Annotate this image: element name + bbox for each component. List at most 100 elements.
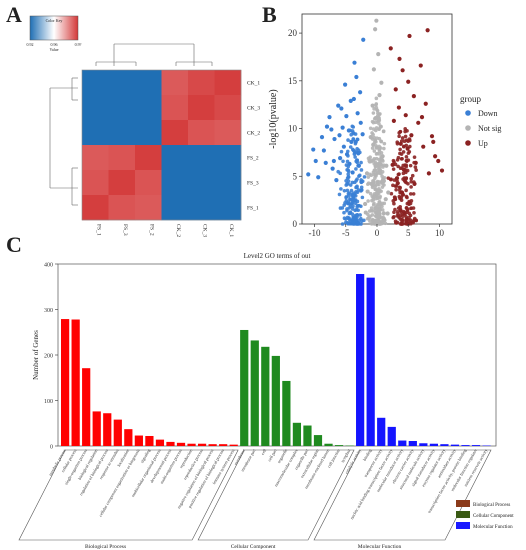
heatmap-chart: Color Key 0.92 0.96 0.9? Value CK_1 CK_3 CK_2 FS… — [27, 15, 260, 237]
data-point-down — [349, 204, 353, 209]
data-point-down — [358, 90, 363, 95]
data-point-not-sig — [378, 188, 382, 193]
heatmap-cell — [161, 120, 189, 146]
bar — [124, 429, 133, 446]
data-point-up — [394, 176, 400, 181]
data-point-up — [393, 184, 398, 188]
bar — [408, 440, 417, 446]
data-point-up — [407, 201, 411, 205]
data-point-not-sig — [366, 199, 370, 203]
heatmap-cell — [82, 145, 109, 171]
data-point-up — [401, 150, 406, 154]
data-point-down — [338, 171, 342, 176]
data-point-up — [433, 154, 438, 159]
bar — [250, 340, 259, 446]
data-point-up — [395, 140, 400, 144]
data-point-down — [351, 148, 356, 153]
data-point-down — [355, 199, 360, 204]
data-point-down — [351, 96, 356, 102]
heatmap-cell — [188, 170, 215, 196]
panel-label-c: C — [6, 232, 22, 257]
data-point-not-sig — [369, 181, 374, 187]
data-point-not-sig — [378, 202, 383, 207]
x-tick-label: 10 — [435, 228, 445, 238]
data-point-down — [350, 170, 355, 175]
bar — [166, 441, 175, 446]
data-point-up — [401, 177, 405, 181]
data-point-up — [413, 160, 418, 166]
data-point-not-sig — [374, 18, 379, 23]
heatmap-cell — [108, 195, 136, 221]
data-point-up — [403, 212, 407, 217]
data-point-up — [404, 176, 408, 181]
y-tick-label: 20 — [288, 28, 298, 38]
data-point-up — [411, 93, 416, 99]
data-point-up — [389, 191, 394, 196]
group-bracket — [18, 449, 239, 541]
bar — [92, 411, 101, 446]
data-point-down — [352, 152, 357, 156]
data-point-down — [321, 148, 326, 153]
heatmap-cell — [135, 145, 162, 171]
bar — [387, 426, 396, 446]
data-point-not-sig — [379, 139, 383, 144]
data-point-up — [405, 146, 410, 151]
legend-swatch — [456, 500, 470, 507]
category-label: binding — [362, 447, 373, 461]
data-point-not-sig — [373, 115, 378, 121]
heatmap-cell — [82, 95, 109, 121]
data-point-down — [330, 166, 335, 171]
data-point-up — [412, 210, 416, 215]
data-point-up — [412, 181, 417, 187]
data-point-up — [400, 136, 405, 140]
heatmap-cell — [214, 195, 242, 221]
bar — [313, 435, 323, 446]
data-point-not-sig — [373, 196, 378, 201]
data-point-not-sig — [364, 171, 370, 176]
data-point-not-sig — [371, 111, 376, 115]
heatmap-row-label: CK_3 — [247, 106, 260, 112]
data-point-not-sig — [367, 158, 372, 164]
data-point-not-sig — [376, 214, 381, 219]
heatmap-cell — [108, 170, 136, 196]
data-point-down — [357, 174, 361, 178]
data-point-down — [353, 139, 358, 145]
data-point-up — [404, 194, 409, 199]
volcano-plot: -10-5051005101520log(Fold Change)-log10(… — [268, 13, 501, 238]
data-point-down — [346, 169, 351, 174]
chart-title: Level2 GO terms of out — [244, 252, 311, 260]
data-point-up — [406, 139, 410, 143]
heatmap-row-label: FS_1 — [247, 206, 259, 212]
data-point-up — [397, 185, 402, 190]
y-tick-label: 200 — [44, 354, 53, 360]
data-point-not-sig — [368, 126, 373, 131]
bar — [208, 444, 217, 446]
data-point-not-sig — [376, 118, 381, 123]
data-point-up — [398, 151, 402, 156]
data-point-up — [421, 144, 426, 149]
heatmap-cell — [82, 70, 109, 96]
heatmap-cell — [82, 195, 109, 221]
data-point-not-sig — [380, 208, 385, 212]
bar — [155, 439, 165, 446]
data-point-down — [351, 125, 356, 129]
data-point-not-sig — [373, 220, 377, 224]
legend-swatch — [465, 140, 471, 146]
data-point-not-sig — [370, 103, 375, 108]
data-point-down — [349, 188, 354, 193]
data-point-up — [423, 101, 428, 106]
data-point-up — [412, 155, 417, 159]
go-bar-chart: Level2 GO terms of out 0 100 200 300 400 Numbe… — [18, 252, 514, 550]
data-point-not-sig — [380, 185, 385, 189]
data-point-down — [340, 125, 345, 130]
data-point-up — [411, 192, 416, 196]
data-point-not-sig — [381, 159, 385, 163]
data-point-up — [408, 163, 413, 168]
data-point-up — [407, 211, 411, 216]
data-point-up — [403, 134, 408, 139]
data-point-not-sig — [377, 93, 382, 98]
data-point-down — [355, 215, 359, 219]
data-point-up — [411, 221, 415, 225]
legend-swatch — [465, 110, 471, 116]
group-bracket — [313, 449, 492, 541]
